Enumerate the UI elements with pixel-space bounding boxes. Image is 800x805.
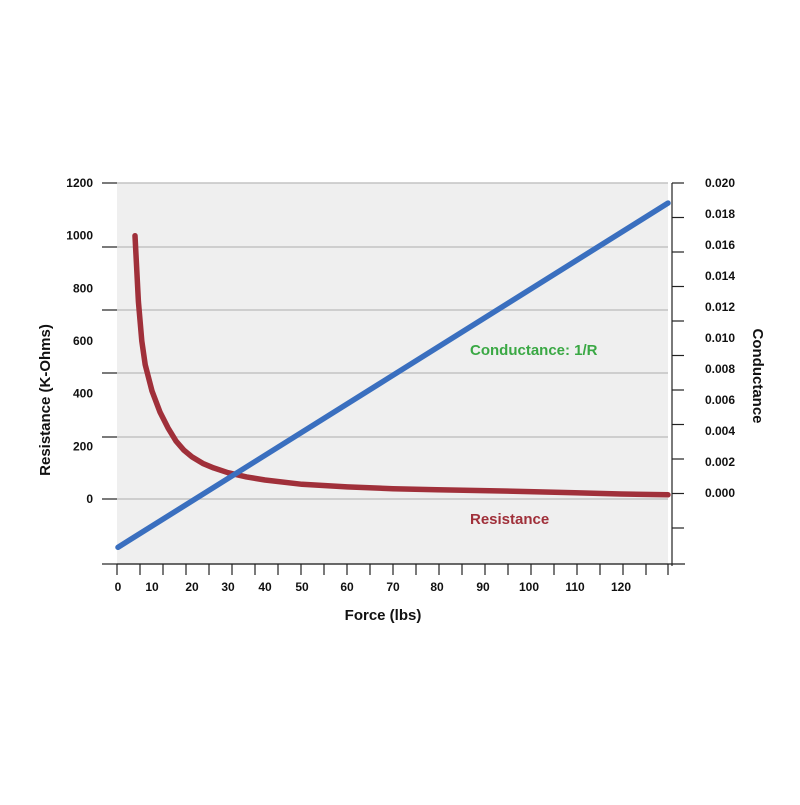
left-tick-label: 1000 [66,229,93,243]
right-tick-label: 0.002 [705,455,735,469]
right-tick-label: 0.006 [705,393,735,407]
x-tick-label: 100 [519,580,539,594]
right-tick-label: 0.008 [705,362,735,376]
right-tick-label: 0.020 [705,176,735,190]
right-tick-label: 0.004 [705,424,735,438]
x-tick-label: 80 [430,580,444,594]
right-tick-label: 0.016 [705,238,735,252]
left-tick-label: 200 [73,439,93,453]
x-tick-label: 110 [565,580,585,594]
right-tick-label: 0.012 [705,300,735,314]
conductance-annotation: Conductance: 1/R [470,342,598,359]
x-tick-label: 20 [185,580,199,594]
x-tick-label: 90 [476,580,490,594]
left-tick-label: 0 [86,492,93,506]
right-tick-label: 0.010 [705,331,735,345]
resistance-line [132,232,671,498]
right-tick-label: 0.014 [705,269,735,283]
right-axis-title: Conductance [749,328,766,423]
right-tick-label: 0.000 [705,486,735,500]
x-tick-label: 70 [386,580,400,594]
left-tick-label: 800 [73,281,93,295]
x-tick-label: 0 [115,580,122,594]
resistance-annotation: Resistance [470,511,549,528]
left-tick-label: 600 [73,334,93,348]
right-tick-label: 0.018 [705,207,735,221]
x-tick-label: 10 [145,580,159,594]
left-axis-title: Resistance (K-Ohms) [37,324,54,476]
x-tick-label: 30 [221,580,235,594]
left-tick-label: 400 [73,387,93,401]
x-axis-title: Force (lbs) [345,607,422,624]
left-tick-label: 1200 [66,176,93,190]
x-tick-label: 120 [611,580,631,594]
x-tick-label: 50 [295,580,309,594]
x-tick-label: 40 [258,580,272,594]
conductance-line [115,200,671,551]
x-tick-label: 60 [340,580,354,594]
